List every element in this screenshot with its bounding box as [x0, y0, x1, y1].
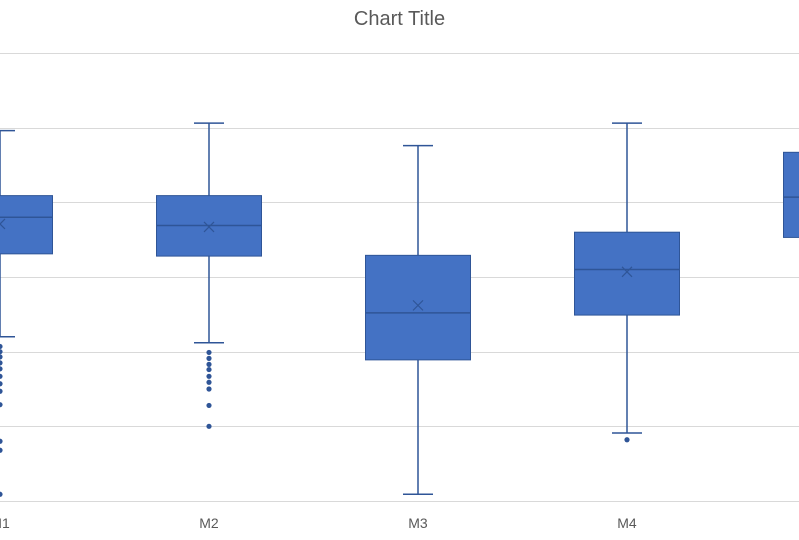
- box: [574, 231, 680, 316]
- outlier-point: [0, 354, 3, 360]
- mean-marker: [621, 266, 633, 278]
- outlier-point: [0, 343, 3, 350]
- outlier-point: [0, 373, 3, 379]
- x-tick-label: M4: [617, 515, 637, 531]
- outlier-point: [0, 381, 3, 387]
- outlier-point: [0, 438, 3, 444]
- outlier-point: [206, 355, 212, 361]
- mean-marker: [203, 221, 215, 233]
- outlier-point: [0, 349, 3, 355]
- outlier-point: [206, 373, 212, 379]
- outlier-point: [206, 361, 212, 367]
- outlier-point: [0, 388, 3, 394]
- outlier-point: [0, 447, 3, 453]
- outlier-point: [206, 423, 212, 429]
- outlier-point: [206, 402, 212, 409]
- outlier-point: [206, 386, 212, 392]
- x-tick-label: M1: [0, 515, 10, 531]
- outlier-point: [0, 402, 3, 408]
- box: [365, 254, 471, 361]
- outlier-point: [206, 349, 212, 356]
- x-tick-label: M2: [199, 515, 219, 531]
- outlier-point: [0, 366, 3, 372]
- box: [0, 195, 53, 255]
- chart-title: Chart Title: [353, 8, 446, 30]
- box: [783, 151, 799, 238]
- outlier-point: [624, 437, 630, 443]
- mean-marker: [0, 218, 6, 230]
- outlier-point: [206, 366, 212, 373]
- outlier-point: [0, 360, 3, 366]
- x-tick-label: M3: [408, 515, 428, 531]
- outlier-point: [0, 491, 3, 497]
- mean-marker: [412, 299, 424, 311]
- outlier-point: [206, 379, 212, 385]
